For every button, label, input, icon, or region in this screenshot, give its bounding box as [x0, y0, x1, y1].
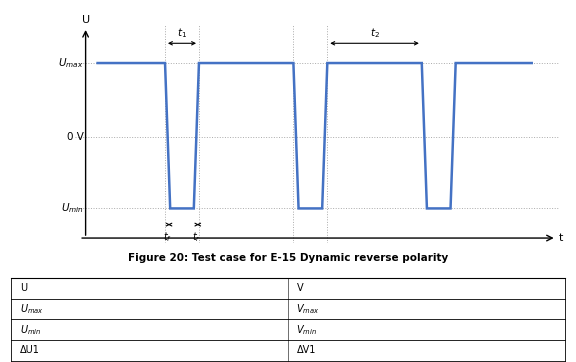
Text: ΔV1: ΔV1: [297, 345, 316, 355]
Text: 0 V: 0 V: [67, 132, 84, 142]
Text: $U_{max}$: $U_{max}$: [20, 302, 44, 316]
Text: U: U: [82, 15, 90, 25]
Text: t: t: [559, 233, 563, 243]
Text: $V_{min}$: $V_{min}$: [297, 323, 317, 337]
Text: $U_{min}$: $U_{min}$: [60, 202, 84, 215]
Text: $t_2$: $t_2$: [370, 26, 380, 40]
Text: $V_{max}$: $V_{max}$: [297, 302, 320, 316]
Text: $t_r$: $t_r$: [192, 230, 201, 244]
Text: V: V: [297, 283, 303, 293]
Text: $U_{max}$: $U_{max}$: [58, 56, 84, 70]
Text: $t_1$: $t_1$: [177, 26, 187, 40]
Text: ΔU1: ΔU1: [20, 345, 40, 355]
Text: $U_{min}$: $U_{min}$: [20, 323, 41, 337]
Text: U: U: [20, 283, 27, 293]
Text: Figure 20: Test case for E-15 Dynamic reverse polarity: Figure 20: Test case for E-15 Dynamic re…: [128, 253, 448, 263]
Text: $t_f$: $t_f$: [163, 230, 172, 244]
